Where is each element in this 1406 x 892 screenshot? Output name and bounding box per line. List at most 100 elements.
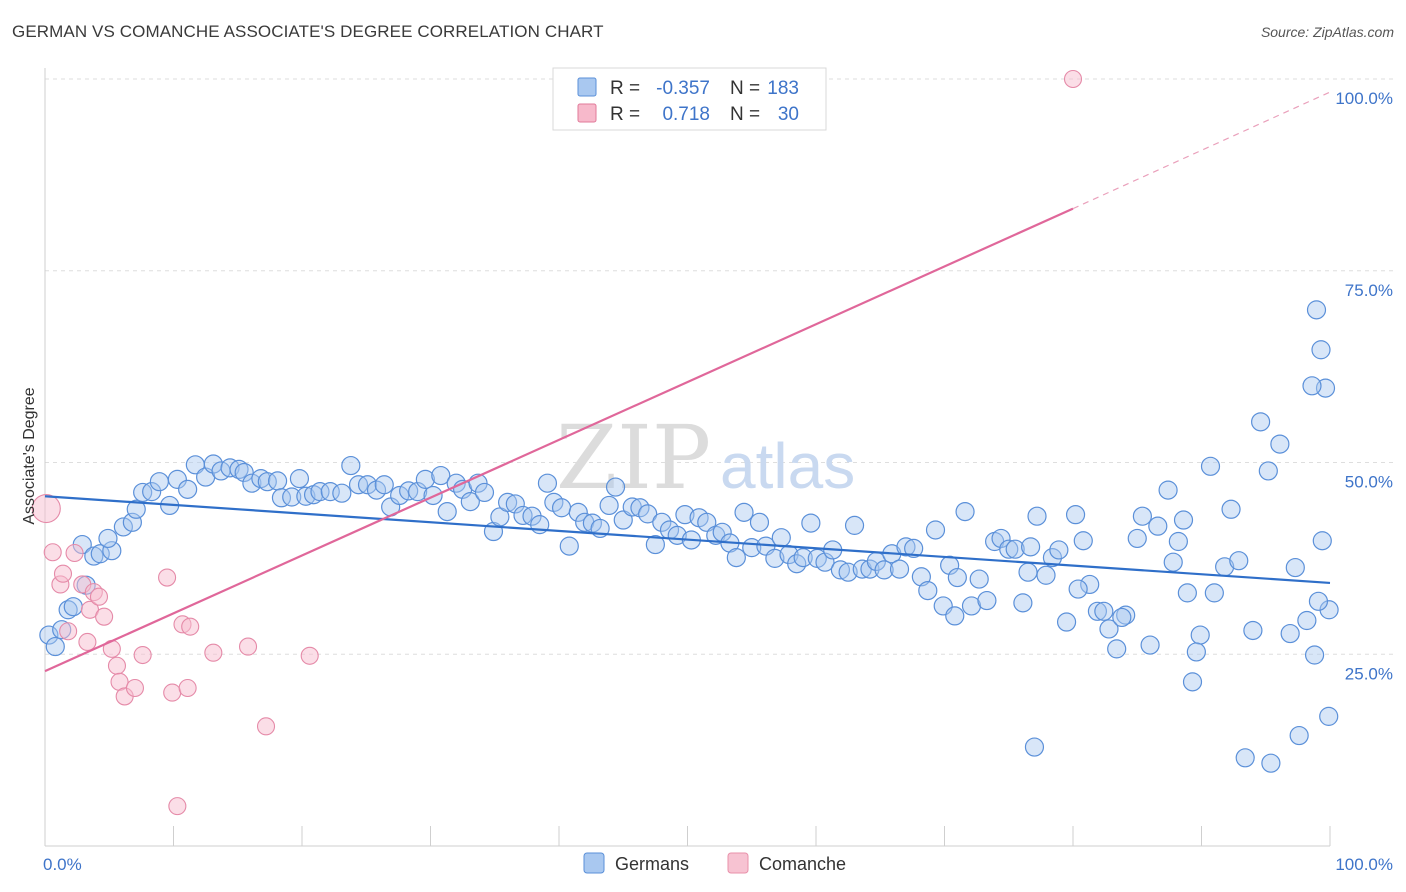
germans-point <box>613 510 633 530</box>
germans-point <box>126 499 146 519</box>
germans-point <box>889 559 910 579</box>
germans-point <box>1251 412 1271 432</box>
germans-point <box>1297 610 1317 631</box>
germans-point <box>1200 456 1221 476</box>
germans-point <box>904 538 924 559</box>
germans-point <box>947 567 967 588</box>
germans-point <box>390 485 410 506</box>
germans-point <box>1312 531 1332 551</box>
y-axis-title: Associate's Degree <box>21 387 38 524</box>
germans-point <box>357 475 378 495</box>
y-tick-label: 75.0% <box>1345 281 1393 300</box>
source-label: Source: ZipAtlas.com <box>1260 24 1394 40</box>
germans-point <box>801 513 821 533</box>
x-tick-labels: 0.0% 100.0% <box>43 855 1393 874</box>
trend-lines <box>44 91 1331 673</box>
legend-swatch-comanche <box>577 103 597 123</box>
germans-point <box>460 492 480 512</box>
germans-point <box>1182 672 1203 692</box>
germans-point <box>505 494 525 514</box>
germans-point <box>45 636 65 657</box>
germans-point <box>771 528 791 548</box>
germans-point <box>605 477 626 497</box>
germans-point <box>1018 562 1038 582</box>
germans-point <box>697 512 717 532</box>
germans-point <box>734 502 754 522</box>
germans-point <box>969 569 989 589</box>
germans-point <box>1168 531 1188 552</box>
germans-point <box>830 560 851 580</box>
germans-point <box>242 473 262 493</box>
germans-point <box>1270 434 1290 454</box>
germans-point <box>638 504 658 524</box>
germans-point <box>1311 340 1331 360</box>
germans-point <box>498 492 518 512</box>
germans-point <box>267 471 288 491</box>
germans-point <box>1163 552 1183 572</box>
germans-point <box>925 520 946 540</box>
germans-point <box>1140 635 1160 655</box>
germans-point <box>1073 531 1093 551</box>
germans-point <box>374 475 394 495</box>
correlation-legend: R = -0.357 N = 183 R = 0.718 N = 30 <box>552 67 827 131</box>
germans-point <box>63 597 83 617</box>
series-legend-swatch-germans[interactable] <box>583 852 605 874</box>
germans-point <box>341 455 361 476</box>
germans-trend-line <box>44 495 1331 585</box>
y-tick-label: 100.0% <box>1335 89 1393 108</box>
germans-point <box>1132 506 1152 526</box>
germans-point <box>559 536 579 556</box>
germans-point <box>257 472 277 492</box>
germans-point <box>874 560 894 580</box>
legend-r-label-comanche: R = <box>610 104 640 125</box>
germans-point <box>167 469 187 489</box>
germans-point <box>537 473 558 493</box>
germans-point <box>1186 642 1206 662</box>
y-tick-label: 25.0% <box>1345 664 1393 683</box>
germans-point <box>765 548 785 568</box>
germans-point <box>1036 565 1056 585</box>
germans-point <box>1027 506 1047 526</box>
series-legend-swatch-comanche[interactable] <box>727 852 749 874</box>
comanche-point <box>95 607 114 626</box>
germans-point <box>630 498 650 518</box>
comanche-point <box>53 564 73 583</box>
legend-swatch-germans <box>577 77 597 97</box>
germans-point <box>234 462 254 483</box>
germans-point <box>408 482 428 502</box>
germans-point <box>1099 619 1119 639</box>
germans-point <box>1020 537 1041 557</box>
series-legend-label-germans[interactable]: Germans <box>615 854 689 874</box>
germans-point <box>793 548 813 568</box>
germans-point <box>437 501 457 522</box>
germans-point <box>815 552 835 572</box>
germans-point <box>551 498 572 518</box>
germans-point <box>1005 539 1025 559</box>
chart-title: GERMAN VS COMANCHE ASSOCIATE'S DEGREE CO… <box>12 22 604 41</box>
germans-point <box>1190 625 1210 645</box>
gridlines <box>45 78 1393 655</box>
legend-n-value-comanche: 30 <box>778 104 799 125</box>
germans-point <box>838 562 858 582</box>
germans-point <box>749 512 770 532</box>
germans-point <box>896 537 916 557</box>
germans-point <box>652 512 672 532</box>
comanche-point <box>300 646 319 665</box>
germans-point <box>1094 601 1114 621</box>
legend-n-label-comanche: N = <box>730 104 760 125</box>
comanche-point <box>59 622 78 641</box>
germans-point <box>142 482 162 502</box>
comanche-point <box>107 656 127 675</box>
germans-point <box>1258 461 1278 481</box>
germans-point <box>1158 480 1178 500</box>
germans-point <box>178 479 198 499</box>
y-tick-label: 50.0% <box>1345 473 1393 492</box>
series-legend-label-comanche[interactable]: Comanche <box>759 854 846 874</box>
germans-point <box>1068 579 1088 599</box>
germans-point <box>1148 516 1168 536</box>
germans-points <box>39 300 1339 773</box>
germans-point <box>113 517 133 537</box>
watermark: ZIP atlas <box>556 406 855 509</box>
germans-point <box>945 606 965 626</box>
germans-point <box>1049 540 1069 560</box>
